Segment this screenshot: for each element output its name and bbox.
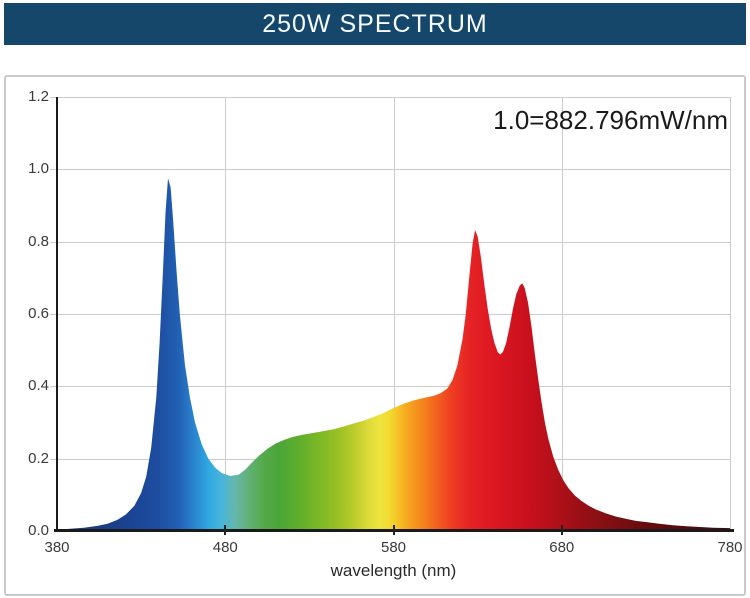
y-tick-mark — [50, 314, 57, 315]
x-tick-label: 580 — [380, 539, 407, 556]
y-tick-label: 0.6 — [28, 305, 49, 322]
spectrum-area-curve — [57, 178, 730, 531]
spectrum-fill-path — [57, 178, 730, 531]
x-tick-mark — [560, 525, 563, 535]
x-tick-mark — [224, 525, 227, 535]
x-tick-mark — [392, 525, 395, 535]
page-title: 250W SPECTRUM — [262, 9, 488, 38]
v-gridline — [730, 97, 731, 531]
y-axis — [56, 97, 58, 532]
y-tick-mark — [50, 97, 57, 98]
y-tick-mark — [50, 386, 57, 388]
x-tick-label: 680 — [549, 539, 575, 556]
x-tick-label: 380 — [44, 539, 70, 556]
y-tick-label: 0.4 — [28, 377, 49, 395]
y-tick-label: 0.0 — [28, 522, 49, 539]
y-tick-label: 1.0 — [28, 160, 49, 178]
y-tick-label: 0.8 — [28, 232, 49, 250]
y-tick-label: 0.2 — [28, 449, 49, 467]
x-tick-label: 780 — [717, 539, 743, 556]
header-bar: 250W SPECTRUM — [4, 3, 746, 45]
plot-area — [50, 97, 734, 535]
y-tick-label: 1.2 — [28, 88, 49, 105]
v-gridline — [561, 97, 563, 531]
x-axis-title: wavelength (nm) — [330, 561, 457, 580]
v-gridline — [393, 97, 395, 531]
y-tick-mark — [50, 169, 57, 171]
y-tick-mark — [50, 241, 57, 243]
v-gridline — [225, 97, 227, 531]
y-tick-mark — [50, 458, 57, 460]
scale-annotation: 1.0=882.796mW/nm — [493, 105, 728, 135]
chart-panel: 1.0=882.796mW/nm 0.0 0.2 0.4 0.6 0.8 1.0 1.2 3… — [4, 75, 746, 596]
x-tick-label: 480 — [212, 539, 238, 556]
